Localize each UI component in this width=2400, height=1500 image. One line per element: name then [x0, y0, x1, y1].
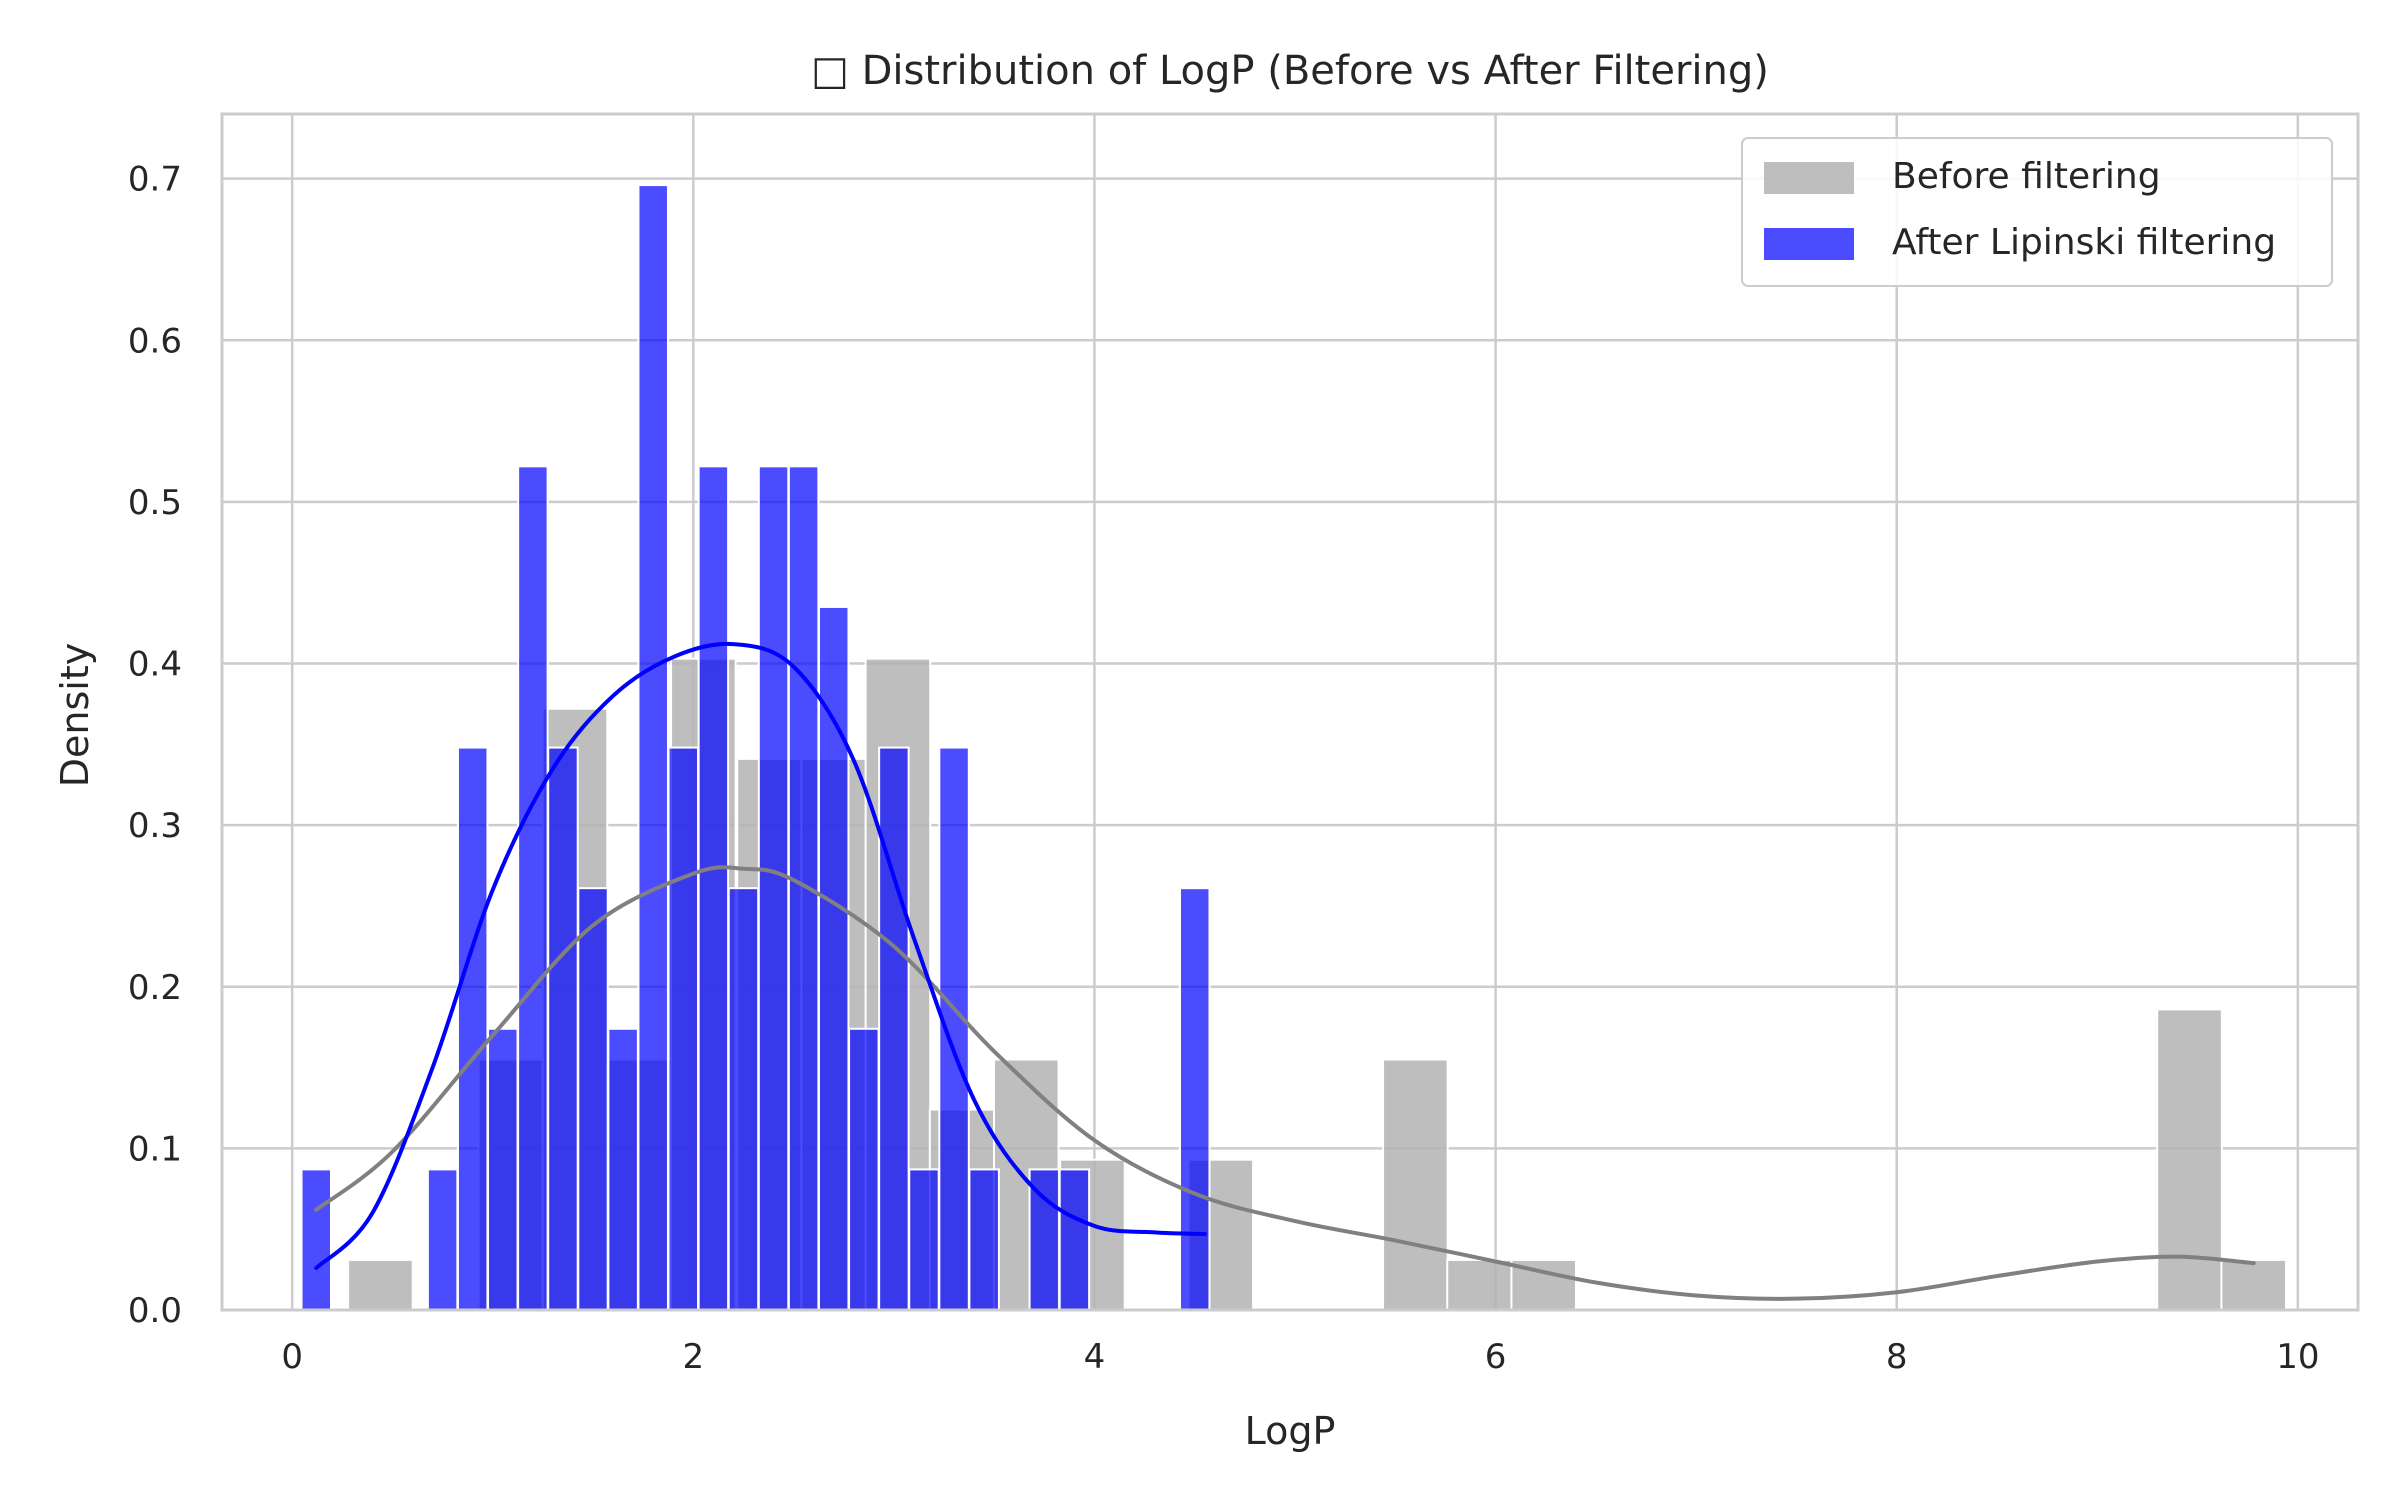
after-filtering-bar — [517, 465, 549, 1311]
y-tick-label: 0.2 — [128, 968, 182, 1008]
legend-swatch-before — [1764, 162, 1854, 194]
after-filtering-bar — [456, 746, 489, 1311]
y-tick-label: 0.5 — [128, 483, 182, 523]
y-tick-label: 0.0 — [128, 1291, 182, 1331]
before-filtering-bar — [1382, 1058, 1449, 1311]
after-filtering-bar — [1028, 1168, 1061, 1311]
x-axis-ticks: 0 2 4 6 8 10 — [281, 1337, 2319, 1377]
x-tick-label: 10 — [2276, 1337, 2319, 1377]
after-filtering-bar — [607, 1027, 639, 1311]
y-tick-label: 0.7 — [128, 160, 182, 200]
chart-title: □ Distribution of LogP (Before vs After … — [811, 48, 1769, 94]
y-axis-ticks: 0.0 0.1 0.2 0.3 0.4 0.5 0.6 0.7 — [128, 160, 182, 1331]
kde-curves — [314, 641, 2256, 1301]
after-filtering-bar — [848, 1027, 880, 1311]
y-axis-title: Density — [53, 643, 97, 787]
x-tick-label: 0 — [281, 1337, 303, 1377]
after-filtering-bar — [968, 1168, 1000, 1311]
after-filtering-bar — [727, 887, 760, 1311]
before-filtering-bar — [2220, 1258, 2287, 1312]
legend-box — [1741, 137, 2333, 287]
legend-label-before: Before filtering — [1892, 156, 2161, 197]
legend-label-after: After Lipinski filtering — [1892, 222, 2276, 263]
y-tick-label: 0.1 — [128, 1129, 182, 1169]
after-filtering-bar — [1178, 887, 1211, 1311]
before-filtering-bar — [2156, 1008, 2223, 1311]
x-tick-label: 2 — [683, 1337, 705, 1377]
legend: Before filtering After Lipinski filterin… — [1741, 137, 2333, 287]
after-filtering-bar — [637, 184, 669, 1311]
x-tick-label: 8 — [1886, 1337, 1908, 1377]
y-tick-label: 0.3 — [128, 806, 182, 846]
after-filtering-bar — [577, 887, 609, 1311]
after-filtering-bar — [487, 1027, 519, 1311]
x-axis-title: LogP — [1245, 1409, 1336, 1453]
y-tick-label: 0.4 — [128, 645, 182, 685]
kde-curve-after — [314, 641, 1207, 1270]
after-filtering-bar — [817, 605, 850, 1311]
kde-curve-before — [314, 865, 2256, 1301]
after-filtering-bar — [908, 1168, 940, 1311]
x-tick-label: 6 — [1485, 1337, 1507, 1377]
y-tick-label: 0.6 — [128, 321, 182, 361]
after-filtering-bars — [300, 184, 1211, 1311]
after-filtering-bar — [757, 465, 790, 1311]
after-filtering-bar — [1058, 1168, 1091, 1311]
before-filtering-bar — [347, 1258, 414, 1312]
after-filtering-bar — [667, 746, 700, 1311]
after-filtering-bar — [697, 465, 730, 1311]
after-filtering-bar — [426, 1168, 459, 1311]
before-filtering-bar — [1446, 1258, 1513, 1312]
after-filtering-bar — [547, 746, 579, 1311]
legend-swatch-after — [1764, 228, 1854, 260]
after-filtering-bar — [787, 465, 820, 1311]
x-tick-label: 4 — [1084, 1337, 1106, 1377]
plot-frame — [220, 112, 2360, 1312]
after-filtering-bar — [878, 746, 910, 1311]
after-filtering-bar — [300, 1168, 333, 1311]
